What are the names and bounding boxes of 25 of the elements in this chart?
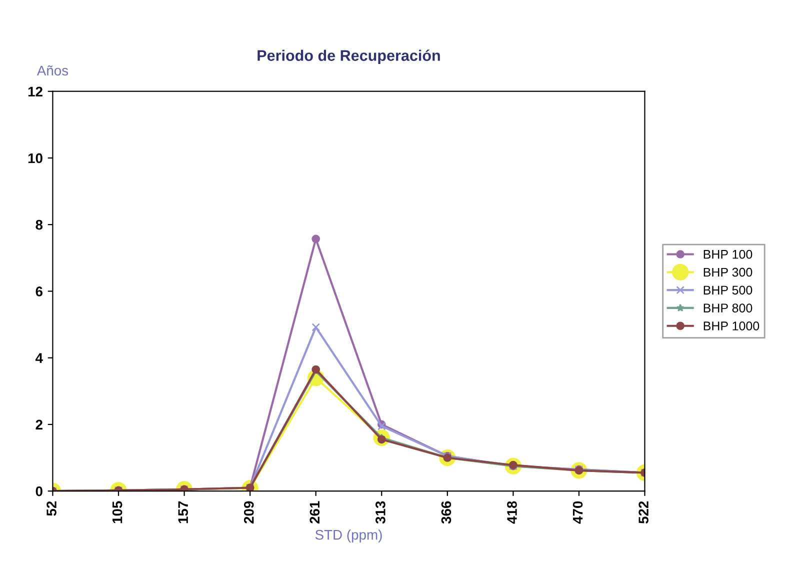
y-tick-label: 8 (36, 220, 43, 230)
y-tick-label: 4 (35, 353, 43, 363)
y-tick-label: 0 (36, 486, 42, 496)
y-axis-title: Años (36, 65, 68, 76)
x-tick-label: 261 (310, 501, 320, 524)
y-tick-label: 12 (28, 86, 42, 96)
legend-label: BHP 800 (704, 304, 752, 312)
chart-title: Periodo de Recuperación (258, 50, 440, 64)
x-tick-label: 522 (638, 501, 648, 524)
legend-label: BHP 100 (704, 250, 752, 259)
legend-label: BHP 500 (704, 286, 752, 295)
x-tick-label: 157 (178, 501, 188, 524)
y-tick-label: 2 (36, 420, 42, 430)
legend-label: BHP 300 (704, 268, 752, 277)
x-tick-label: 105 (112, 501, 122, 524)
y-tick-label: 10 (28, 153, 42, 164)
x-tick-label: 52 (46, 501, 56, 516)
x-tick-label: 366 (441, 501, 452, 524)
x-axis-title: STD (ppm) (315, 530, 382, 542)
x-tick-label: 313 (376, 501, 386, 524)
y-tick-label: 6 (36, 286, 42, 296)
legend-label: BHP 1000 (704, 322, 760, 330)
x-tick-label: 209 (244, 501, 254, 524)
x-tick-label: 418 (507, 501, 517, 524)
x-tick-label: 470 (572, 501, 583, 524)
